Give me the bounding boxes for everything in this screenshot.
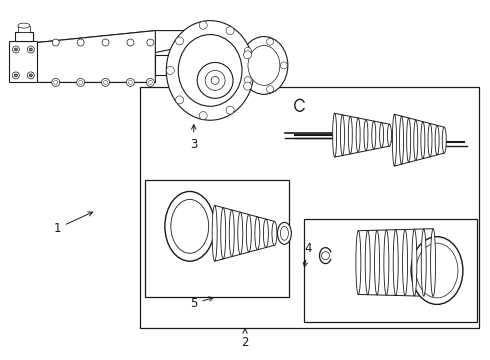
Circle shape bbox=[29, 48, 32, 51]
Bar bbox=[155, 55, 177, 75]
Circle shape bbox=[197, 62, 233, 98]
Circle shape bbox=[76, 78, 85, 86]
Circle shape bbox=[166, 67, 174, 75]
Ellipse shape bbox=[380, 123, 384, 148]
Ellipse shape bbox=[240, 37, 288, 94]
Circle shape bbox=[244, 82, 251, 90]
Ellipse shape bbox=[372, 121, 376, 149]
Circle shape bbox=[199, 112, 207, 120]
Bar bbox=[15, 32, 33, 41]
Circle shape bbox=[148, 80, 152, 84]
Polygon shape bbox=[37, 31, 155, 82]
Ellipse shape bbox=[348, 116, 352, 154]
Polygon shape bbox=[37, 31, 215, 53]
Text: 4: 4 bbox=[303, 242, 312, 267]
Ellipse shape bbox=[411, 237, 463, 305]
Circle shape bbox=[267, 86, 273, 93]
Ellipse shape bbox=[178, 35, 242, 106]
Ellipse shape bbox=[374, 230, 380, 295]
Ellipse shape bbox=[333, 113, 337, 157]
Ellipse shape bbox=[248, 45, 280, 85]
Circle shape bbox=[14, 48, 17, 51]
Bar bbox=[9, 41, 37, 82]
Text: 5: 5 bbox=[190, 297, 213, 310]
Ellipse shape bbox=[388, 124, 392, 146]
Ellipse shape bbox=[272, 221, 277, 245]
Circle shape bbox=[147, 39, 154, 46]
Circle shape bbox=[226, 27, 234, 35]
Ellipse shape bbox=[356, 118, 360, 152]
Circle shape bbox=[102, 39, 109, 46]
Circle shape bbox=[175, 96, 184, 104]
Circle shape bbox=[127, 39, 134, 46]
Circle shape bbox=[280, 62, 287, 69]
Circle shape bbox=[52, 39, 59, 46]
Ellipse shape bbox=[212, 206, 217, 261]
Ellipse shape bbox=[341, 115, 344, 156]
Circle shape bbox=[77, 39, 84, 46]
Circle shape bbox=[103, 80, 107, 84]
Ellipse shape bbox=[428, 123, 432, 157]
Circle shape bbox=[27, 72, 34, 79]
Ellipse shape bbox=[171, 199, 209, 253]
Circle shape bbox=[267, 38, 273, 45]
Circle shape bbox=[199, 21, 207, 29]
Circle shape bbox=[78, 80, 83, 84]
Circle shape bbox=[244, 51, 251, 59]
Ellipse shape bbox=[364, 120, 368, 151]
Ellipse shape bbox=[421, 229, 426, 296]
Ellipse shape bbox=[356, 231, 361, 294]
Ellipse shape bbox=[421, 122, 425, 159]
Bar bbox=[140, 87, 479, 328]
Ellipse shape bbox=[165, 192, 215, 261]
Ellipse shape bbox=[166, 21, 254, 120]
Circle shape bbox=[29, 74, 32, 77]
Circle shape bbox=[126, 78, 134, 86]
Ellipse shape bbox=[280, 226, 289, 240]
Ellipse shape bbox=[392, 114, 396, 166]
Ellipse shape bbox=[403, 229, 408, 296]
Bar bbox=[18, 26, 30, 32]
Ellipse shape bbox=[399, 116, 404, 164]
Circle shape bbox=[12, 46, 20, 53]
Text: 1: 1 bbox=[53, 212, 93, 235]
Circle shape bbox=[211, 76, 219, 84]
Ellipse shape bbox=[414, 120, 418, 161]
Ellipse shape bbox=[238, 212, 243, 255]
Ellipse shape bbox=[220, 208, 226, 259]
Circle shape bbox=[321, 252, 329, 260]
Circle shape bbox=[54, 80, 58, 84]
Ellipse shape bbox=[431, 229, 436, 296]
Bar bbox=[304, 220, 477, 321]
Circle shape bbox=[226, 106, 234, 114]
Bar bbox=[145, 180, 289, 297]
Ellipse shape bbox=[255, 217, 260, 250]
Text: 2: 2 bbox=[241, 329, 249, 348]
Circle shape bbox=[245, 77, 251, 84]
Ellipse shape bbox=[442, 127, 446, 153]
Circle shape bbox=[14, 74, 17, 77]
Ellipse shape bbox=[435, 125, 439, 155]
Circle shape bbox=[12, 72, 20, 79]
Ellipse shape bbox=[393, 230, 398, 296]
Text: 3: 3 bbox=[190, 125, 197, 150]
Circle shape bbox=[205, 71, 225, 90]
Circle shape bbox=[175, 37, 184, 45]
Circle shape bbox=[128, 80, 132, 84]
Circle shape bbox=[245, 47, 251, 54]
Ellipse shape bbox=[384, 230, 389, 295]
Ellipse shape bbox=[229, 210, 234, 257]
Ellipse shape bbox=[18, 23, 30, 28]
Ellipse shape bbox=[246, 215, 251, 252]
Ellipse shape bbox=[407, 118, 411, 162]
Circle shape bbox=[147, 78, 154, 86]
Ellipse shape bbox=[264, 219, 269, 248]
Ellipse shape bbox=[365, 230, 370, 295]
Circle shape bbox=[27, 46, 34, 53]
Ellipse shape bbox=[277, 222, 292, 244]
Ellipse shape bbox=[416, 243, 458, 298]
Ellipse shape bbox=[412, 229, 417, 296]
Circle shape bbox=[101, 78, 110, 86]
Circle shape bbox=[52, 78, 60, 86]
